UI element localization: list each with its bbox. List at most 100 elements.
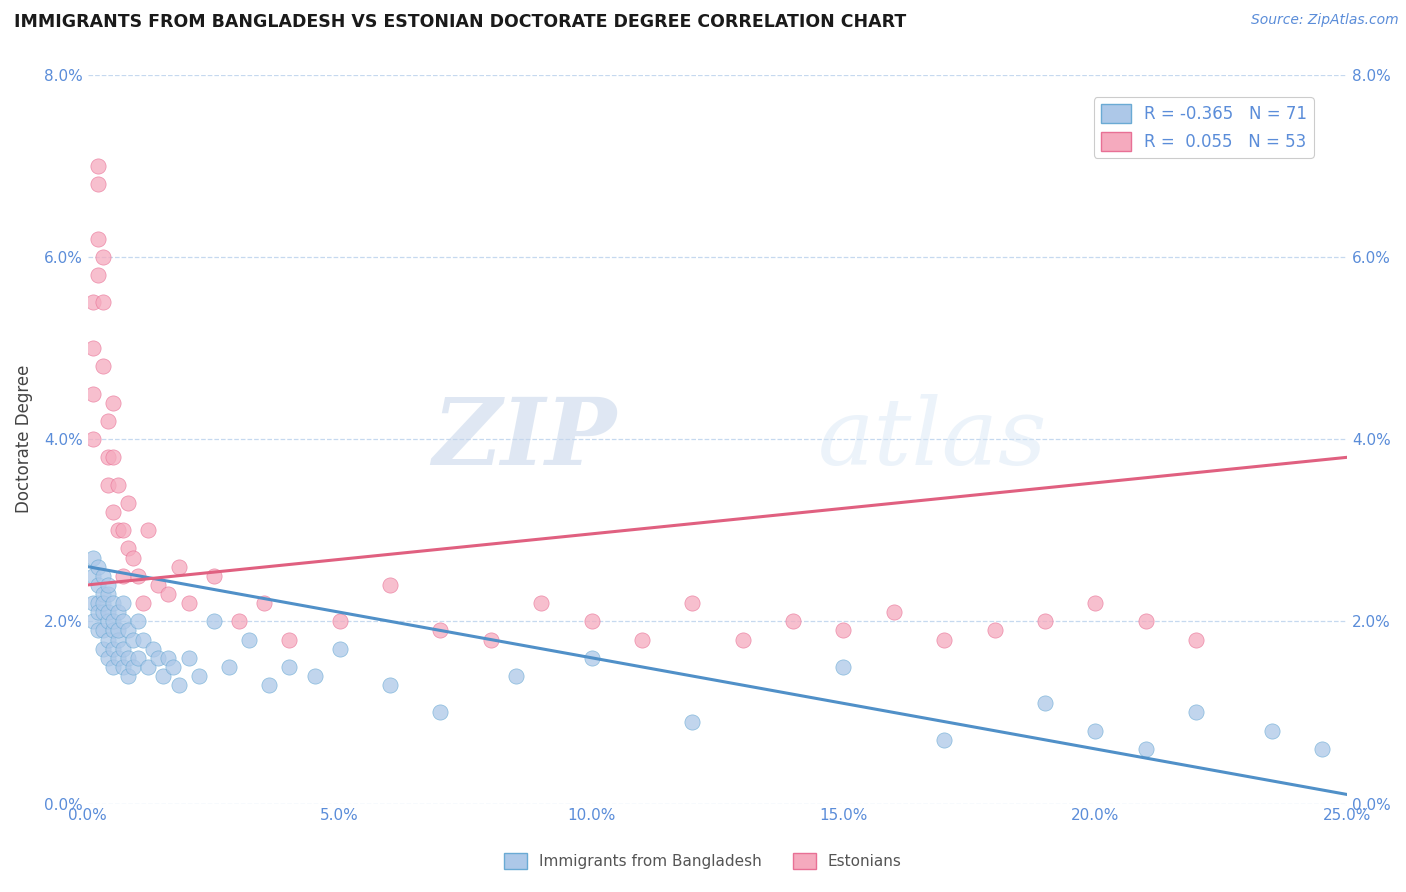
Point <box>132 632 155 647</box>
Point <box>832 624 855 638</box>
Point <box>91 568 114 582</box>
Point <box>934 632 956 647</box>
Point <box>934 732 956 747</box>
Point <box>82 596 104 610</box>
Point <box>167 678 190 692</box>
Point <box>883 605 905 619</box>
Point <box>1260 723 1282 738</box>
Point <box>429 706 451 720</box>
Point <box>117 669 139 683</box>
Point <box>87 578 110 592</box>
Point <box>101 641 124 656</box>
Point <box>112 596 135 610</box>
Point <box>177 650 200 665</box>
Point <box>832 660 855 674</box>
Point <box>782 615 804 629</box>
Point <box>107 632 129 647</box>
Point <box>91 250 114 264</box>
Point <box>122 660 145 674</box>
Point <box>681 714 703 729</box>
Point <box>87 559 110 574</box>
Text: Source: ZipAtlas.com: Source: ZipAtlas.com <box>1251 13 1399 28</box>
Point <box>91 295 114 310</box>
Point <box>82 386 104 401</box>
Point <box>253 596 276 610</box>
Point <box>87 231 110 245</box>
Point <box>91 596 114 610</box>
Point <box>1084 723 1107 738</box>
Point <box>122 632 145 647</box>
Text: IMMIGRANTS FROM BANGLADESH VS ESTONIAN DOCTORATE DEGREE CORRELATION CHART: IMMIGRANTS FROM BANGLADESH VS ESTONIAN D… <box>14 13 907 31</box>
Point <box>97 615 120 629</box>
Point <box>97 578 120 592</box>
Point <box>87 268 110 282</box>
Point <box>148 578 170 592</box>
Point <box>152 669 174 683</box>
Y-axis label: Doctorate Degree: Doctorate Degree <box>15 365 32 513</box>
Point <box>117 541 139 556</box>
Point <box>378 678 401 692</box>
Point <box>202 615 225 629</box>
Point <box>112 660 135 674</box>
Point <box>187 669 209 683</box>
Point <box>97 650 120 665</box>
Point <box>82 550 104 565</box>
Point <box>378 578 401 592</box>
Point <box>157 650 180 665</box>
Point <box>329 615 352 629</box>
Point <box>581 615 603 629</box>
Point <box>479 632 502 647</box>
Point <box>581 650 603 665</box>
Point <box>87 177 110 191</box>
Point <box>681 596 703 610</box>
Point <box>87 596 110 610</box>
Point <box>97 632 120 647</box>
Point <box>97 477 120 491</box>
Point <box>228 615 250 629</box>
Point <box>82 432 104 446</box>
Point <box>1033 697 1056 711</box>
Point <box>304 669 326 683</box>
Point <box>101 615 124 629</box>
Legend: R = -0.365   N = 71, R =  0.055   N = 53: R = -0.365 N = 71, R = 0.055 N = 53 <box>1094 97 1313 158</box>
Point <box>82 615 104 629</box>
Point <box>177 596 200 610</box>
Point <box>505 669 527 683</box>
Point <box>101 596 124 610</box>
Point <box>107 477 129 491</box>
Point <box>136 523 159 537</box>
Point <box>132 596 155 610</box>
Point <box>202 568 225 582</box>
Point <box>82 295 104 310</box>
Point <box>278 660 301 674</box>
Point <box>278 632 301 647</box>
Point <box>1185 632 1208 647</box>
Point <box>530 596 553 610</box>
Point <box>82 341 104 355</box>
Point <box>101 450 124 465</box>
Point <box>87 159 110 173</box>
Point <box>87 605 110 619</box>
Point <box>983 624 1005 638</box>
Point <box>1310 742 1333 756</box>
Point <box>91 605 114 619</box>
Point <box>136 660 159 674</box>
Point <box>112 568 135 582</box>
Point <box>127 615 149 629</box>
Point <box>82 568 104 582</box>
Point <box>429 624 451 638</box>
Point <box>142 641 165 656</box>
Point <box>107 650 129 665</box>
Point <box>122 550 145 565</box>
Point <box>1135 615 1157 629</box>
Point <box>162 660 184 674</box>
Point <box>1084 596 1107 610</box>
Point <box>97 450 120 465</box>
Point <box>157 587 180 601</box>
Point <box>329 641 352 656</box>
Point <box>97 587 120 601</box>
Point <box>167 559 190 574</box>
Point <box>218 660 240 674</box>
Point <box>117 650 139 665</box>
Point <box>101 660 124 674</box>
